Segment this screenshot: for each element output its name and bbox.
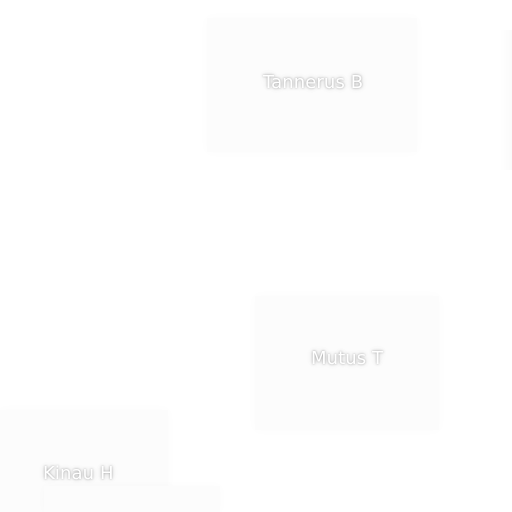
map-tile bbox=[207, 18, 417, 152]
crater-label-kinau-h[interactable]: Kinau H bbox=[43, 463, 114, 484]
map-tile bbox=[44, 486, 220, 512]
map-edge-shadow bbox=[500, 30, 512, 170]
crater-label-tannerus-b[interactable]: Tannerus B bbox=[263, 72, 364, 93]
map-tile bbox=[255, 296, 439, 430]
crater-label-mutus-t[interactable]: Mutus T bbox=[311, 348, 384, 369]
